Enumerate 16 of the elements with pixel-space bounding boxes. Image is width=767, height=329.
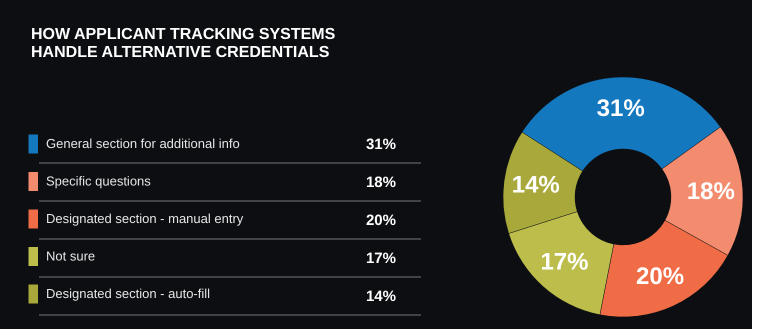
text: 17%	[366, 250, 396, 267]
text: 18%	[366, 174, 396, 191]
data-label: 17%	[540, 248, 588, 276]
chart-title: HOW APPLICANT TRACKING SYSTEMS HANDLE ALTERNATIVE CREDENTIALS	[31, 26, 336, 61]
data-label: 31%	[596, 95, 645, 122]
legend-label: General section for additional info	[46, 136, 240, 151]
legend-label: Designated section - manual entry	[46, 211, 244, 226]
text: 20%	[366, 212, 396, 229]
legend-label: Specific questions	[46, 174, 152, 188]
text: 14%	[366, 288, 396, 305]
data-label: 14%	[512, 172, 560, 199]
legend-label: Designated section - auto-fill	[46, 286, 210, 301]
data-label: 20%	[636, 262, 684, 290]
legend-label: Not sure	[46, 248, 96, 264]
text: 31%	[366, 136, 396, 153]
data-label: 18%	[686, 178, 735, 205]
